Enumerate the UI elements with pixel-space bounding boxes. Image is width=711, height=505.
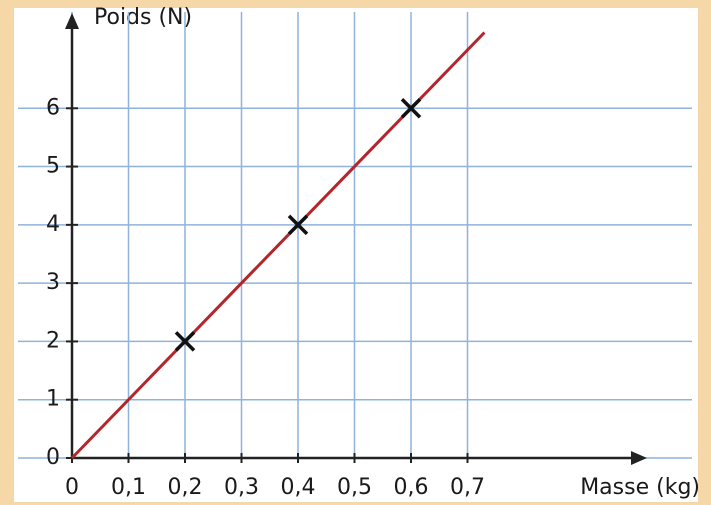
x-tick-label: 0 [65,475,79,500]
cross-stroke [400,98,422,119]
data-point [287,214,309,236]
y-tick-label: 3 [46,270,60,295]
x-axis-arrow [631,451,647,465]
data-point [174,331,196,352]
y-tick-label: 4 [46,212,60,237]
x-tick-label: 0,4 [281,475,316,500]
plot-background [14,8,698,502]
cross-stroke [287,214,309,236]
y-tick-label: 1 [46,387,60,412]
y-tick-label: 6 [46,95,60,120]
y-axis-arrow [65,13,79,29]
cross-stroke [174,331,196,352]
x-tick-label: 0,5 [337,475,372,500]
y-tick-label: 5 [46,154,60,179]
x-tick-label: 0,3 [224,475,259,500]
x-tick-label: 0,2 [168,475,203,500]
y-tick-label: 0 [46,445,60,470]
y-tick-label: 2 [46,328,60,353]
x-tick-label: 0,1 [111,475,146,500]
x-tick-label: 0,7 [450,475,485,500]
data-point [400,98,422,119]
x-axis-label: Masse (kg) [580,475,700,500]
y-axis-label: Poids (N) [94,5,192,30]
x-tick-label: 0,6 [394,475,429,500]
